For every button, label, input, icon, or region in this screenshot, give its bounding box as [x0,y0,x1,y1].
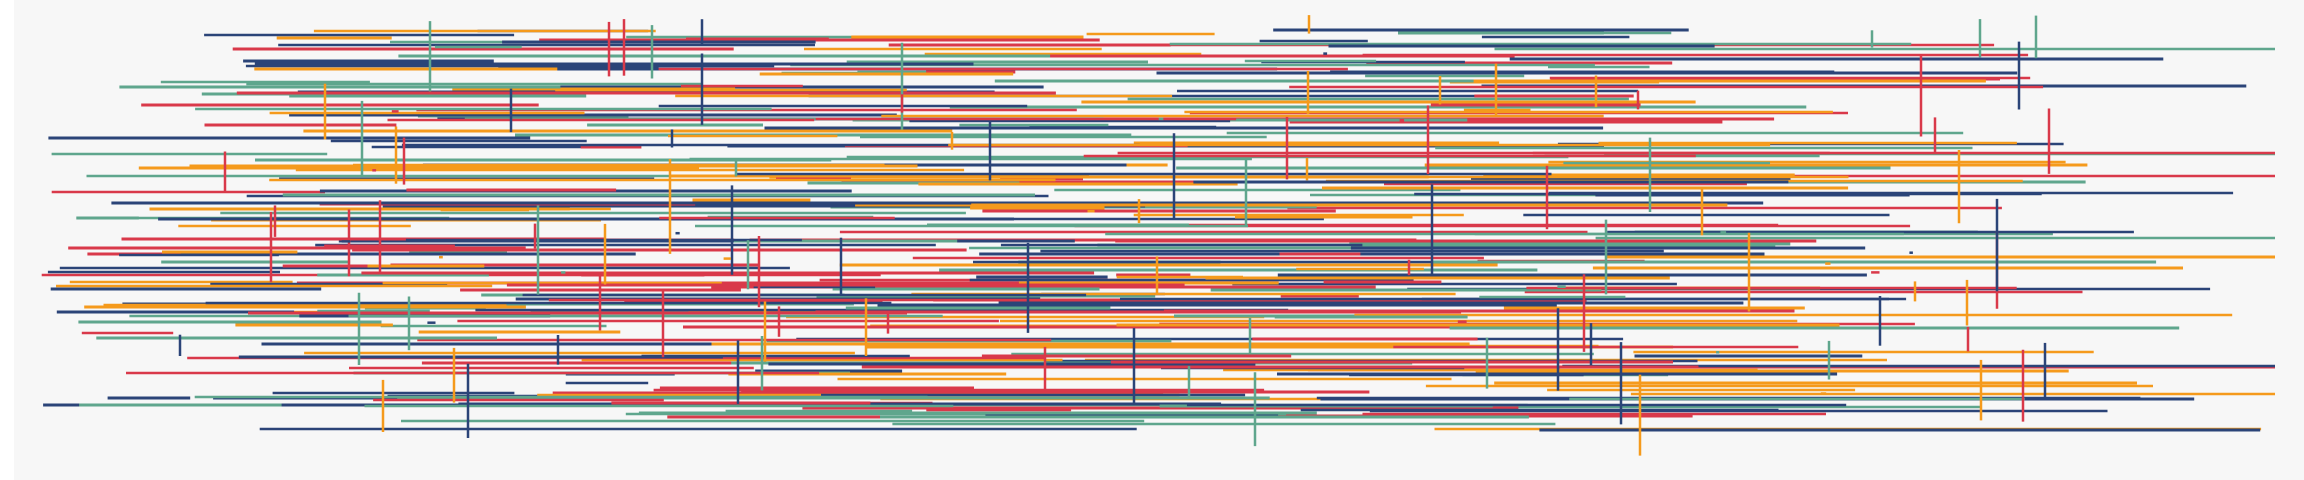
line-artwork [41,15,2275,456]
